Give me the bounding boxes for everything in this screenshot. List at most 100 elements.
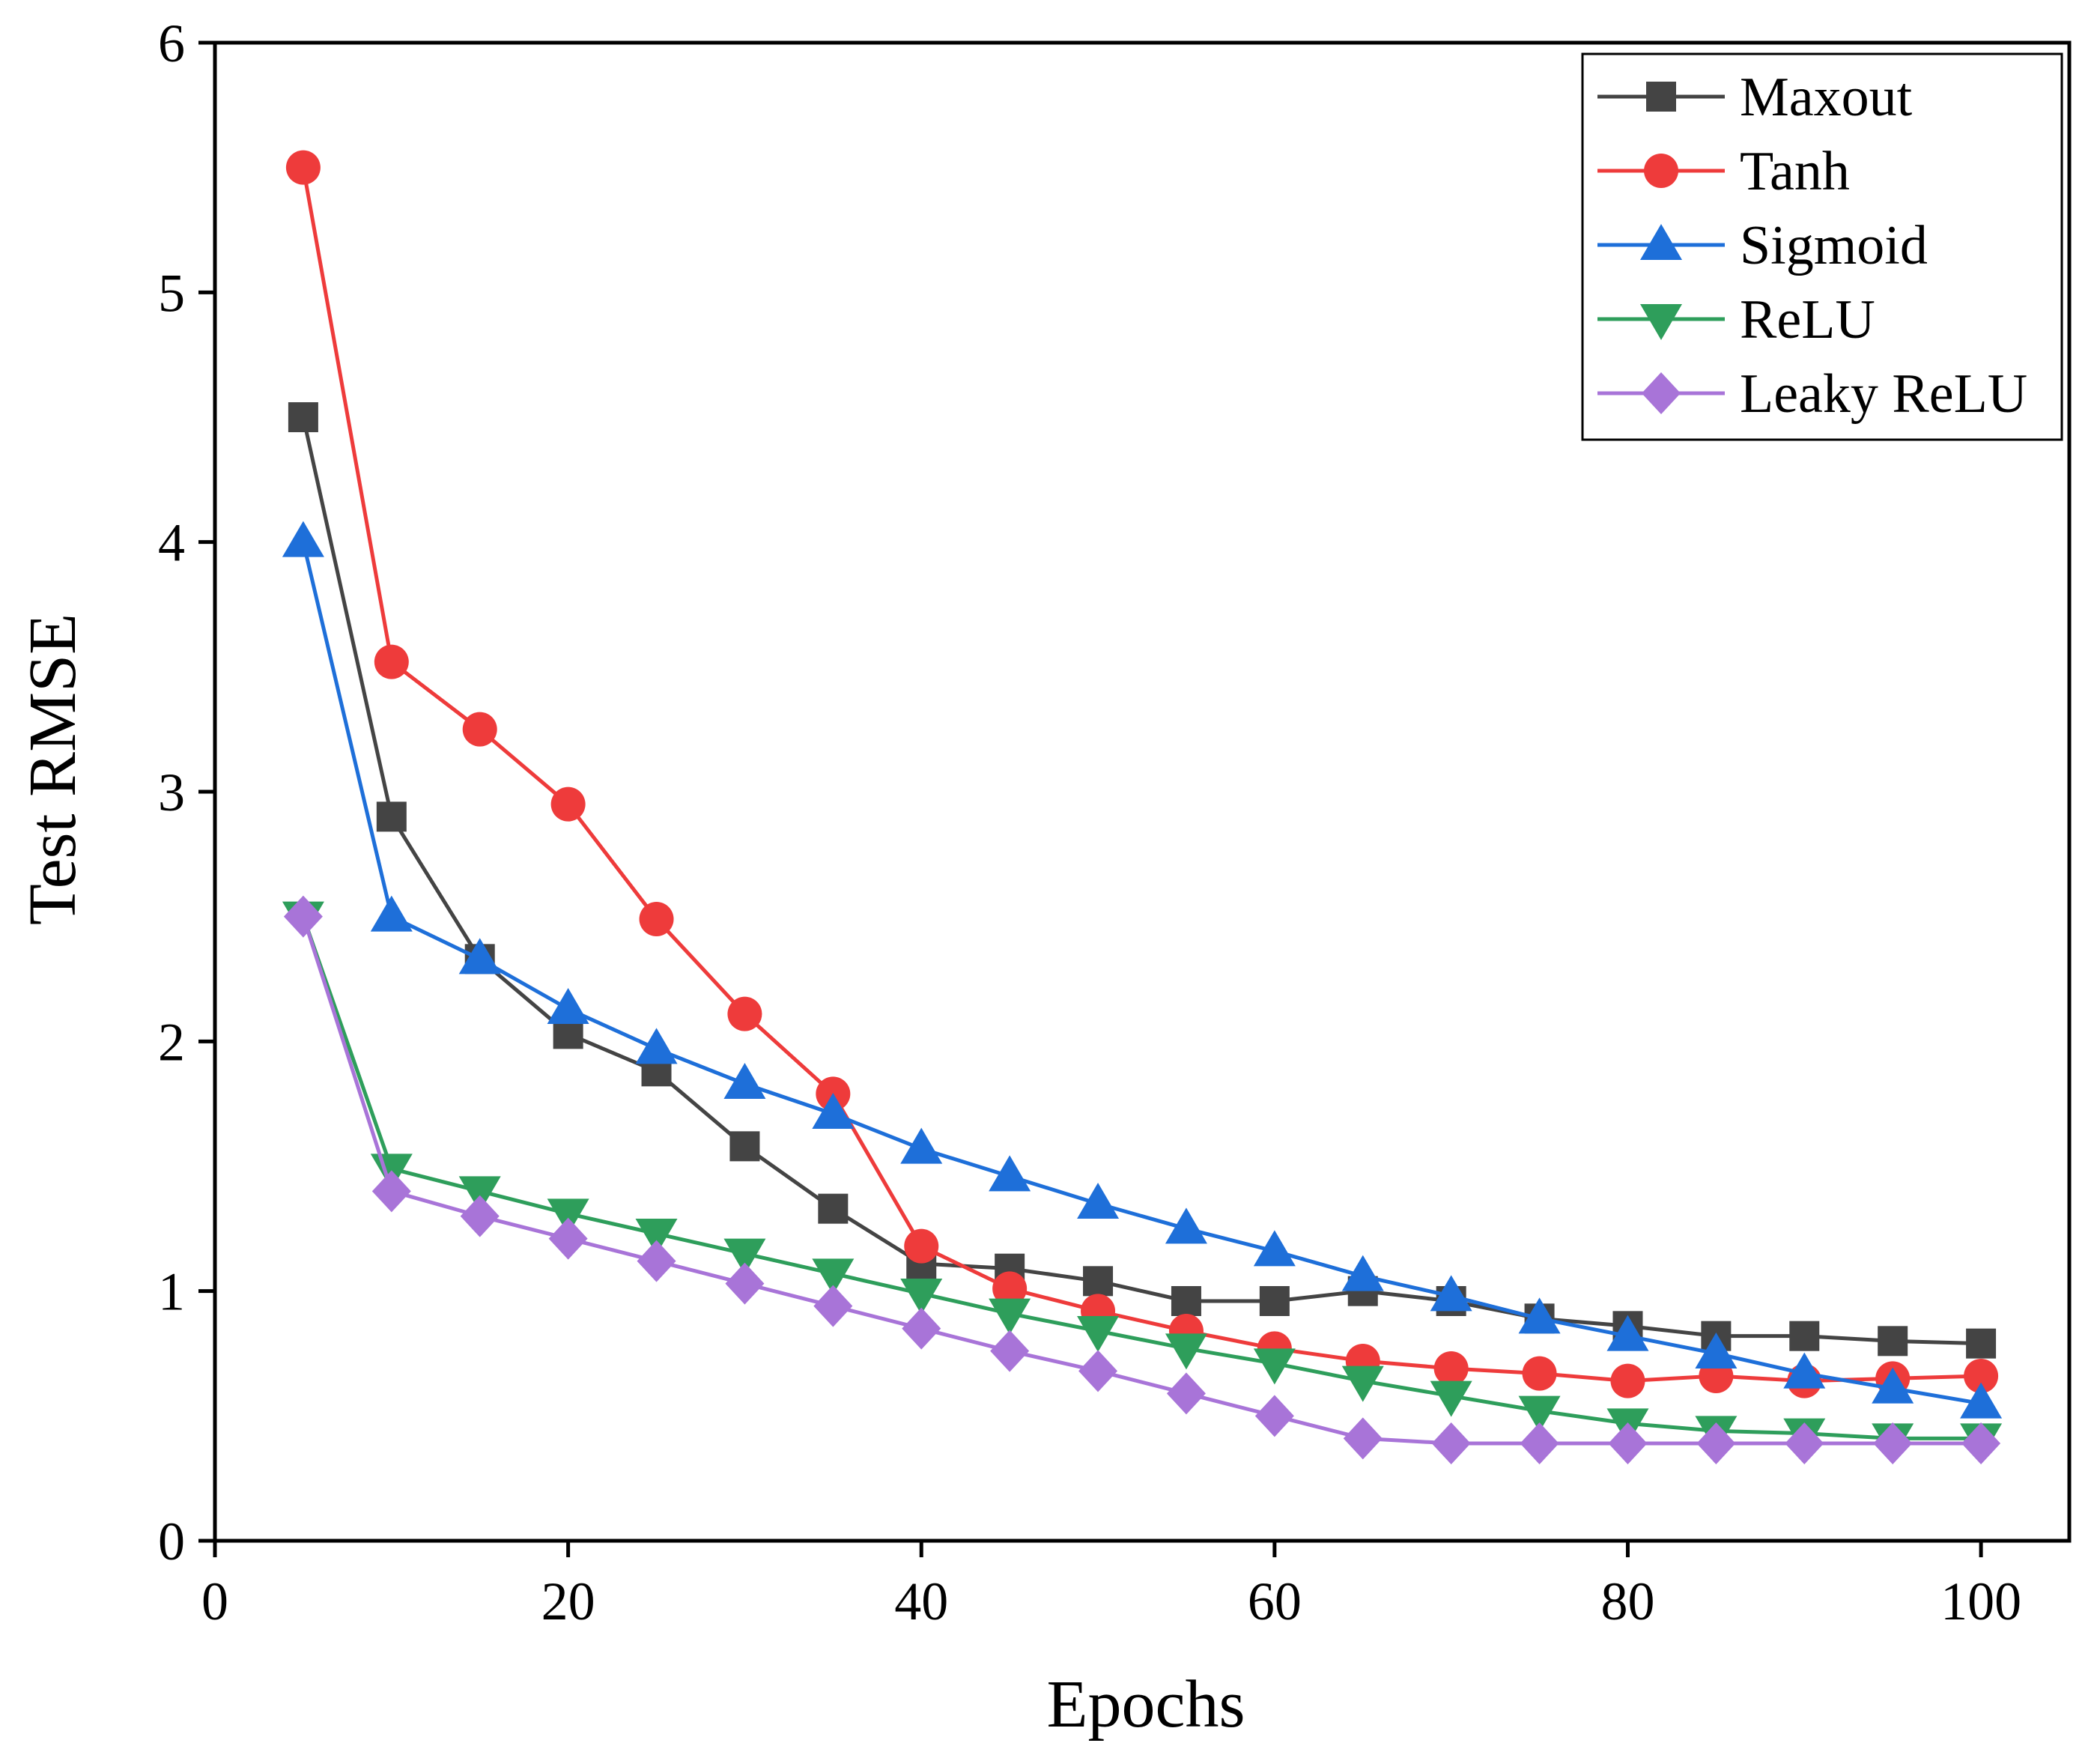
- data-point-sigmoid: [1518, 1297, 1561, 1334]
- data-point-relu: [1077, 1316, 1120, 1352]
- legend-item-sigmoid: Sigmoid: [1597, 215, 1928, 276]
- series-leaky-relu: [283, 895, 2001, 1464]
- data-point-leaky-relu: [283, 895, 323, 938]
- legend-label-leaky-relu: Leaky ReLU: [1740, 363, 2027, 425]
- data-point-sigmoid: [635, 1028, 678, 1064]
- data-point-relu: [723, 1238, 766, 1275]
- y-tick-label: 2: [158, 1012, 185, 1072]
- legend-marker-relu: [1640, 304, 1682, 340]
- data-point-sigmoid: [1430, 1275, 1472, 1312]
- x-tick-label: 60: [1248, 1571, 1302, 1631]
- data-point-sigmoid: [1606, 1315, 1649, 1351]
- data-point-sigmoid: [1783, 1352, 1826, 1389]
- data-point-relu: [989, 1298, 1031, 1335]
- y-tick-label: 3: [158, 763, 185, 822]
- x-tick-label: 80: [1600, 1571, 1654, 1631]
- data-point-sigmoid: [1165, 1207, 1207, 1244]
- data-point-leaky-relu: [1520, 1422, 1559, 1464]
- data-point-sigmoid: [1960, 1382, 2003, 1419]
- data-point-maxout: [729, 1131, 760, 1162]
- data-point-relu: [1253, 1348, 1296, 1385]
- legend-marker-leaky-relu: [1642, 372, 1681, 414]
- plot-layer: [282, 150, 2003, 1464]
- data-point-leaky-relu: [1166, 1372, 1206, 1415]
- series-sigmoid: [282, 521, 2003, 1419]
- data-point-leaky-relu: [1078, 1350, 1118, 1392]
- data-point-tanh: [904, 1228, 939, 1264]
- data-point-relu: [547, 1198, 589, 1235]
- data-point-leaky-relu: [460, 1195, 500, 1237]
- legend-label-sigmoid: Sigmoid: [1740, 215, 1928, 276]
- data-point-sigmoid: [547, 988, 589, 1024]
- data-point-relu: [1341, 1365, 1384, 1402]
- data-point-tanh: [1610, 1363, 1645, 1398]
- data-point-leaky-relu: [902, 1307, 941, 1350]
- x-tick-label: 20: [541, 1571, 595, 1631]
- y-tick-label: 4: [158, 513, 185, 573]
- data-point-sigmoid: [282, 521, 324, 557]
- x-tick-label: 100: [1940, 1571, 2021, 1631]
- x-tick-label: 40: [894, 1571, 948, 1631]
- data-point-maxout: [376, 801, 407, 832]
- data-point-maxout: [818, 1193, 849, 1224]
- data-point-relu: [900, 1279, 943, 1315]
- legend-item-maxout: Maxout: [1597, 67, 1913, 128]
- x-tick-label: 0: [201, 1571, 228, 1631]
- data-point-relu: [635, 1219, 678, 1255]
- data-point-tanh: [285, 150, 321, 185]
- data-point-tanh: [992, 1271, 1028, 1306]
- data-point-sigmoid: [900, 1127, 943, 1164]
- data-point-sigmoid: [1872, 1367, 1914, 1404]
- data-point-relu: [1430, 1380, 1472, 1417]
- y-tick-label: 1: [158, 1262, 185, 1322]
- data-point-sigmoid: [723, 1063, 766, 1099]
- x-axis-title: Epochs: [1047, 1667, 1245, 1742]
- data-point-leaky-relu: [1608, 1422, 1648, 1464]
- data-point-tanh: [550, 786, 586, 822]
- data-point-relu: [812, 1258, 855, 1295]
- data-point-maxout: [1789, 1321, 1820, 1351]
- data-point-maxout: [1171, 1286, 1201, 1316]
- legend-marker-tanh: [1644, 154, 1678, 188]
- data-point-tanh: [462, 712, 497, 747]
- series-line-sigmoid: [301, 542, 1982, 1406]
- data-point-sigmoid: [1341, 1255, 1384, 1291]
- legend-marker-sigmoid: [1640, 224, 1682, 260]
- data-point-leaky-relu: [1431, 1422, 1471, 1464]
- data-point-sigmoid: [458, 938, 501, 974]
- data-point-tanh: [1433, 1351, 1469, 1386]
- data-point-maxout: [1966, 1328, 1997, 1359]
- legend-label-tanh: Tanh: [1740, 141, 1850, 202]
- data-point-sigmoid: [1253, 1230, 1296, 1267]
- y-axis-title: Test RMSE: [16, 613, 90, 925]
- legend: Maxout Tanh Sigmoid ReLU Leaky ReLU: [1581, 52, 2063, 441]
- data-point-sigmoid: [1695, 1333, 1738, 1368]
- legend-item-tanh: Tanh: [1597, 141, 1850, 202]
- data-point-tanh: [1522, 1356, 1557, 1391]
- legend-label-maxout: Maxout: [1740, 67, 1913, 128]
- y-tick-label: 5: [158, 263, 185, 323]
- data-point-maxout: [1259, 1286, 1290, 1316]
- data-point-leaky-relu: [725, 1262, 765, 1305]
- series-line-relu: [301, 915, 1982, 1440]
- data-point-leaky-relu: [990, 1330, 1030, 1372]
- legend-marker-maxout: [1646, 82, 1676, 112]
- data-point-sigmoid: [989, 1155, 1031, 1192]
- data-point-leaky-relu: [1873, 1422, 1913, 1464]
- legend-label-relu: ReLU: [1740, 289, 1875, 351]
- axes: 0 20 40 60 80 100 0 1 2 3 4 5 6 Epochs Test RMSE: [16, 13, 2021, 1742]
- data-point-relu: [1518, 1395, 1561, 1432]
- data-point-sigmoid: [370, 895, 413, 932]
- data-point-relu: [1165, 1333, 1207, 1370]
- data-point-maxout: [1083, 1266, 1114, 1297]
- data-point-leaky-relu: [1961, 1422, 2001, 1464]
- data-point-leaky-relu: [1785, 1422, 1824, 1464]
- y-tick-label: 6: [158, 13, 185, 73]
- data-point-leaky-relu: [371, 1170, 411, 1213]
- data-point-leaky-relu: [813, 1285, 853, 1327]
- data-point-leaky-relu: [637, 1240, 676, 1282]
- legend-item-leaky-relu: Leaky ReLU: [1597, 363, 2027, 425]
- data-point-leaky-relu: [1254, 1395, 1294, 1437]
- data-point-maxout: [288, 402, 318, 432]
